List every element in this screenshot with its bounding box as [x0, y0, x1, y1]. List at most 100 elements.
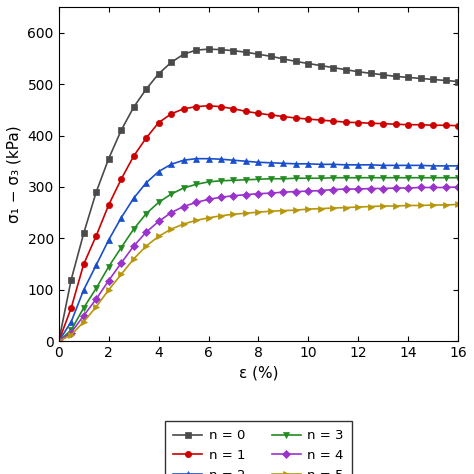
n = 3: [193, 182, 199, 187]
n = 2: [330, 162, 336, 167]
n = 2: [68, 319, 74, 325]
n = 4: [405, 185, 411, 191]
n = 0: [318, 63, 324, 68]
n = 0: [156, 71, 162, 77]
n = 1: [106, 202, 111, 208]
n = 3: [343, 175, 349, 181]
n = 2: [343, 162, 349, 168]
n = 2: [456, 163, 461, 169]
n = 0: [181, 51, 186, 57]
n = 4: [281, 189, 286, 195]
n = 2: [281, 161, 286, 166]
n = 5: [143, 243, 149, 249]
n = 3: [293, 175, 299, 181]
n = 5: [56, 338, 62, 344]
n = 2: [318, 162, 324, 167]
n = 1: [81, 261, 87, 267]
n = 0: [330, 65, 336, 71]
n = 4: [218, 194, 224, 200]
n = 0: [106, 156, 111, 162]
n = 5: [368, 204, 374, 210]
n = 4: [181, 204, 186, 210]
n = 1: [156, 120, 162, 126]
n = 1: [281, 114, 286, 119]
n = 2: [206, 156, 211, 162]
n = 2: [393, 163, 399, 168]
n = 4: [193, 200, 199, 205]
n = 2: [218, 156, 224, 162]
n = 4: [81, 313, 87, 319]
n = 1: [243, 109, 249, 114]
n = 1: [293, 115, 299, 121]
n = 4: [456, 184, 461, 190]
n = 5: [343, 205, 349, 210]
n = 3: [93, 285, 99, 291]
n = 3: [306, 175, 311, 181]
n = 3: [218, 178, 224, 183]
n = 4: [293, 189, 299, 194]
n = 4: [143, 229, 149, 235]
n = 3: [156, 200, 162, 205]
n = 0: [93, 189, 99, 195]
n = 1: [206, 103, 211, 109]
n = 5: [206, 215, 211, 221]
n = 3: [255, 176, 261, 182]
n = 2: [293, 161, 299, 167]
n = 2: [306, 161, 311, 167]
n = 2: [443, 163, 448, 169]
n = 0: [206, 46, 211, 52]
n = 1: [405, 122, 411, 128]
n = 3: [318, 175, 324, 181]
n = 5: [118, 272, 124, 277]
n = 4: [430, 185, 436, 191]
n = 0: [356, 69, 361, 74]
n = 5: [81, 319, 87, 325]
Line: n = 3: n = 3: [55, 174, 461, 345]
n = 3: [405, 175, 411, 181]
n = 2: [231, 157, 237, 163]
n = 2: [143, 180, 149, 186]
n = 1: [368, 120, 374, 126]
n = 0: [56, 338, 62, 344]
X-axis label: ε (%): ε (%): [239, 366, 278, 381]
n = 3: [56, 338, 62, 344]
n = 1: [118, 176, 124, 182]
n = 5: [193, 218, 199, 223]
n = 5: [168, 226, 174, 232]
n = 5: [293, 207, 299, 213]
Line: n = 4: n = 4: [56, 184, 461, 344]
n = 2: [243, 158, 249, 164]
n = 1: [193, 104, 199, 109]
n = 4: [255, 191, 261, 197]
n = 0: [281, 56, 286, 62]
n = 4: [168, 210, 174, 216]
n = 0: [443, 78, 448, 83]
n = 5: [430, 202, 436, 208]
n = 3: [430, 175, 436, 181]
n = 0: [68, 277, 74, 283]
n = 3: [131, 226, 137, 232]
n = 0: [231, 48, 237, 54]
n = 0: [405, 74, 411, 80]
n = 2: [93, 262, 99, 268]
n = 2: [418, 163, 424, 168]
n = 4: [330, 187, 336, 192]
n = 2: [168, 162, 174, 167]
n = 2: [405, 163, 411, 168]
n = 4: [118, 260, 124, 266]
n = 3: [381, 175, 386, 181]
Y-axis label: σ₁ − σ₃ (kPa): σ₁ − σ₃ (kPa): [7, 125, 22, 223]
n = 4: [418, 185, 424, 191]
n = 5: [393, 203, 399, 209]
n = 5: [156, 234, 162, 239]
n = 5: [268, 208, 274, 214]
n = 1: [356, 120, 361, 126]
n = 5: [68, 332, 74, 338]
n = 3: [81, 305, 87, 310]
n = 0: [293, 59, 299, 64]
n = 4: [68, 330, 74, 336]
n = 4: [318, 188, 324, 193]
n = 3: [143, 211, 149, 217]
n = 5: [443, 202, 448, 208]
Legend: n = 0, n = 1, n = 2, n = 3, n = 4, n = 5: n = 0, n = 1, n = 2, n = 3, n = 4, n = 5: [165, 421, 352, 474]
